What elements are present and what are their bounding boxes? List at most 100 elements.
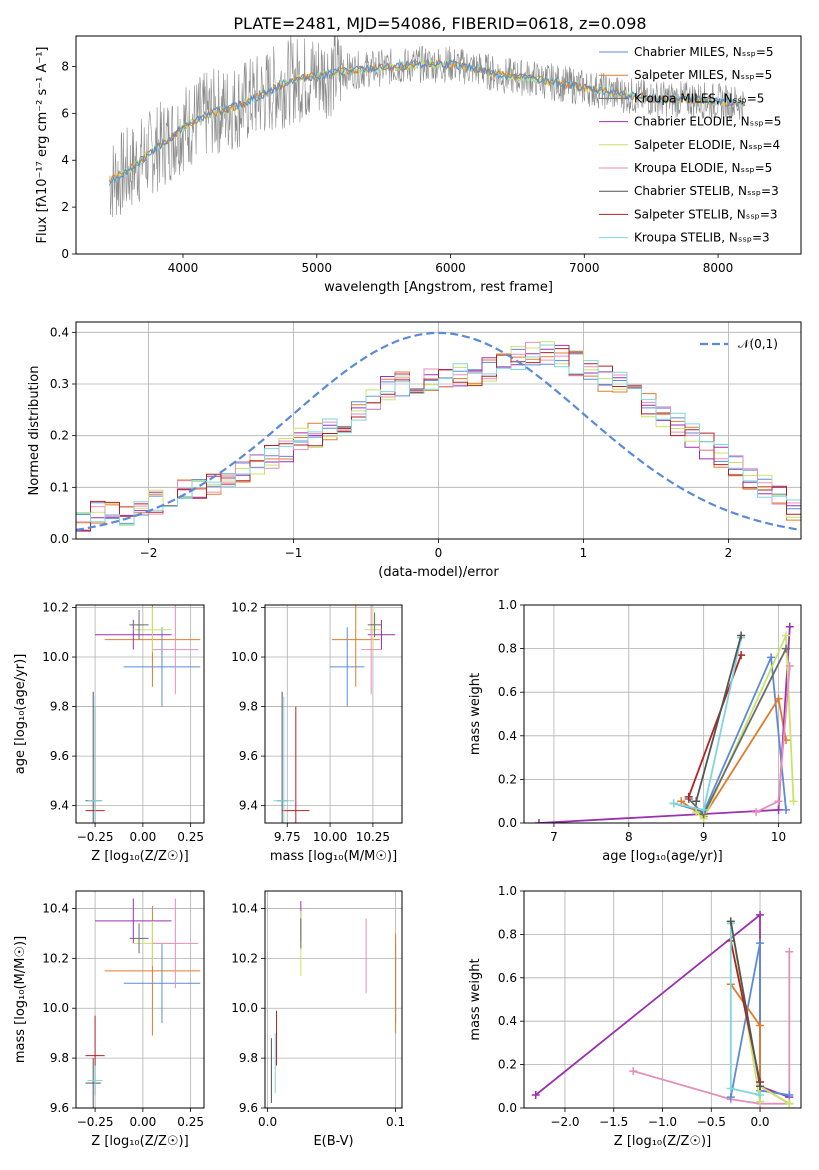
weight-point-marker — [756, 939, 765, 948]
y-tick-label: 1.0 — [498, 598, 517, 612]
weight-point-marker — [677, 797, 686, 806]
x-axis-label: Z [log₁₀(Z/Z☉)] — [91, 849, 188, 864]
y-tick-label: 9.6 — [239, 1101, 258, 1115]
x-tick-label: 6000 — [435, 261, 466, 275]
axes-frame — [75, 604, 205, 824]
x-tick-label: 4000 — [168, 261, 199, 275]
x-tick-label: 0 — [435, 546, 443, 560]
axes-frame — [264, 604, 403, 824]
x-tick-label: 0.25 — [177, 830, 204, 844]
x-tick-label: 10.25 — [356, 830, 390, 844]
weight-point-marker — [726, 1093, 735, 1102]
y-tick-label: 2 — [61, 200, 69, 214]
weight-point-marker — [782, 631, 791, 640]
x-tick-label: 0.0 — [750, 1115, 769, 1129]
weight-point-marker — [692, 808, 701, 817]
y-tick-label: 0.0 — [498, 1101, 517, 1115]
panel-age-vs-z: −0.25 0.00 0.25 9.4 9.6 9.8 10.0 10.2 Z [log₁₀(Z… — [13, 600, 205, 864]
gaussian-reference-curve — [76, 331, 801, 531]
x-tick-label: −2 — [140, 546, 158, 560]
legend-entry: Kroupa ELODIE, Nₛₛₚ=5 — [634, 161, 772, 175]
weight-point-marker — [774, 797, 783, 806]
x-tick-label: 7 — [550, 830, 558, 844]
chart-title: PLATE=2481, MJD=54086, FIBERID=0618, z=0… — [233, 14, 646, 33]
x-tick-label: 9 — [700, 830, 708, 844]
weight-point-marker — [699, 805, 708, 814]
weight-series-line — [673, 653, 787, 814]
x-tick-label: 0.25 — [177, 1115, 204, 1129]
y-tick-label: 0.2 — [498, 1058, 517, 1072]
weight-point-marker — [629, 1067, 638, 1076]
y-tick-label: 6 — [61, 106, 69, 120]
y-tick-label: 10.4 — [231, 901, 258, 915]
y-tick-label: 10.2 — [42, 600, 69, 614]
x-tick-label: 10.00 — [313, 830, 347, 844]
y-axis-label: Normed distribution — [27, 366, 42, 496]
y-tick-label: 9.8 — [50, 700, 69, 714]
x-tick-label: 0.00 — [130, 830, 157, 844]
y-tick-label: 4 — [61, 153, 69, 167]
y-tick-label: 10.2 — [231, 600, 258, 614]
weight-point-marker — [782, 644, 791, 653]
x-tick-label: 0.0 — [258, 1115, 277, 1129]
y-axis-label: age [log₁₀(age/yr)] — [13, 654, 28, 775]
weight-point-marker — [756, 1090, 765, 1099]
x-tick-label: −1.5 — [599, 1115, 628, 1129]
x-tick-label: 8 — [625, 830, 633, 844]
x-axis-label: E(B-V) — [313, 1134, 353, 1149]
weight-point-marker — [785, 622, 794, 631]
y-tick-label: 0.2 — [498, 772, 517, 786]
weight-point-marker — [692, 797, 701, 806]
y-tick-label: 10.2 — [42, 951, 69, 965]
y-tick-label: 0.0 — [498, 816, 517, 830]
y-axis-label: mass weight — [468, 958, 483, 1040]
axes-frame — [523, 604, 802, 824]
legend-entry: Salpeter ELODIE, Nₛₛₚ=4 — [634, 138, 780, 152]
model-fit-line — [108, 58, 746, 186]
y-tick-label: 0.2 — [50, 429, 69, 443]
panel-age-vs-mass: 9.75 10.00 10.25 9.4 9.6 9.8 10.0 10.2 mass [log… — [231, 600, 403, 864]
plot-area — [108, 36, 746, 218]
x-tick-label: −1.0 — [648, 1115, 677, 1129]
plot-area — [76, 605, 204, 823]
weight-series-line — [695, 635, 795, 821]
x-tick-label: −0.5 — [697, 1115, 726, 1129]
panel-weight-vs-z: −2.0 −1.5 −1.0 −0.5 0.0 0.0 0.2 0.4 0.6 0.8 1.0 Z [… — [468, 884, 802, 1149]
x-tick-label: −1 — [285, 546, 303, 560]
x-axis-label: wavelength [Angstrom, rest frame] — [324, 280, 553, 295]
weight-point-marker — [737, 631, 746, 640]
y-tick-label: 9.8 — [50, 1051, 69, 1065]
y-tick-label: 0.8 — [498, 642, 517, 656]
y-tick-label: 9.4 — [50, 799, 69, 813]
weight-point-marker — [684, 792, 693, 801]
weight-point-marker — [785, 1090, 794, 1099]
weight-point-marker — [752, 808, 761, 817]
y-axis-label: mass weight — [468, 673, 483, 755]
weight-point-marker — [767, 653, 776, 662]
x-axis-label: Z [log₁₀(Z/Z☉)] — [91, 1134, 188, 1149]
y-tick-label: 9.8 — [239, 1051, 258, 1065]
legend-entry: Kroupa STELIB, Nₛₛₚ=3 — [634, 231, 770, 245]
legend-entry: Kroupa MILES, Nₛₛₚ=5 — [634, 91, 764, 105]
x-tick-label: 7000 — [569, 261, 600, 275]
y-tick-label: 0.1 — [50, 480, 69, 494]
weight-series-line — [729, 921, 761, 1087]
weight-point-marker — [737, 651, 746, 660]
axes-frame — [75, 321, 802, 540]
x-tick-label: 2 — [725, 546, 733, 560]
y-tick-label: 9.6 — [50, 749, 69, 763]
y-tick-label: 9.6 — [239, 749, 258, 763]
panel-mass-vs-ebv: 0.0 0.1 9.6 9.8 10.0 10.2 10.4 E(B-V) — [231, 890, 405, 1149]
weight-point-marker — [785, 947, 794, 956]
x-tick-label: −0.25 — [77, 1115, 114, 1129]
y-tick-label: 0 — [61, 247, 69, 261]
y-tick-label: 0.0 — [50, 532, 69, 546]
y-tick-label: 10.0 — [42, 1001, 69, 1015]
axes-frame — [264, 890, 403, 1109]
panel-weight-vs-age: 7 8 9 10 0.0 0.2 0.4 0.6 0.8 1.0 age [log₁₀(age/yr… — [468, 598, 802, 864]
x-tick-label: 8000 — [703, 261, 734, 275]
weight-point-marker — [531, 1090, 540, 1099]
weight-series-line — [680, 696, 787, 818]
y-tick-label: 0.4 — [50, 325, 69, 339]
x-tick-label: 0.1 — [386, 1115, 405, 1129]
